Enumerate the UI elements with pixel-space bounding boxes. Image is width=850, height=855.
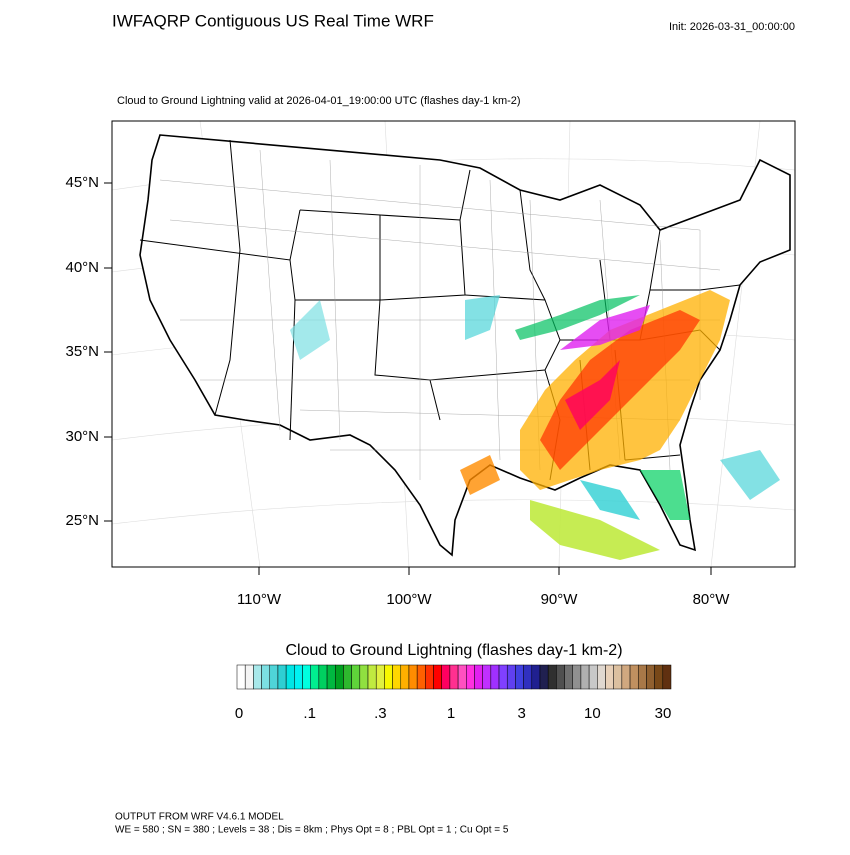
colorbar-box: [433, 664, 442, 690]
colorbar-box: [326, 664, 336, 690]
colorbar-label: .1: [303, 705, 316, 722]
colorbar-box: [564, 664, 573, 690]
colorbar-box: [654, 664, 664, 690]
colorbar-box: [556, 664, 565, 690]
colorbar-box: [277, 664, 287, 690]
colorbar-box: [539, 664, 549, 690]
colorbar-box: [359, 664, 369, 690]
colorbar-box: [523, 664, 533, 690]
colorbar-box: [588, 664, 598, 690]
lat-label: 40°N: [65, 259, 99, 276]
colorbar-box: [244, 664, 254, 690]
colorbar-box: [335, 664, 344, 690]
colorbar-box: [531, 664, 541, 690]
init-time: Init: 2026-03-31_00:00:00: [669, 21, 795, 33]
colorbar-box: [662, 664, 672, 690]
lightning-field: [290, 290, 780, 560]
colorbar-box: [343, 664, 352, 690]
title: IWFAQRP Contiguous US Real Time WRF: [112, 11, 434, 30]
colorbar-box: [506, 664, 516, 690]
colorbar-box: [621, 664, 631, 690]
colorbar-box: [253, 664, 262, 690]
colorbar-box: [498, 664, 508, 690]
colorbar-box: [236, 664, 246, 690]
lat-label: 35°N: [65, 343, 99, 360]
colorbar-box: [466, 664, 475, 690]
colorbar-box: [572, 664, 582, 690]
colorbar-box: [408, 664, 418, 690]
lon-label: 100°W: [386, 591, 432, 608]
colorbar-label: .3: [374, 705, 387, 722]
map-subtitle: Cloud to Ground Lightning valid at 2026-…: [117, 95, 521, 107]
footer-line: WE = 580 ; SN = 380 ; Levels = 38 ; Dis …: [115, 825, 509, 836]
colorbar-box: [384, 664, 393, 690]
colorbar-box: [613, 664, 623, 690]
colorbar-box: [416, 664, 426, 690]
colorbar-box: [547, 664, 557, 690]
lon-label: 110°W: [237, 591, 282, 608]
map-frame: [111, 120, 796, 568]
colorbar-title: Cloud to Ground Lightning (flashes day-1…: [285, 642, 622, 659]
colorbar-box: [580, 664, 590, 690]
colorbar-box: [310, 664, 320, 690]
lon-label: 90°W: [541, 591, 579, 608]
colorbar-box: [441, 664, 451, 690]
colorbar-box: [302, 664, 311, 690]
lat-labels: 45°N 40°N 35°N 30°N 25°N: [65, 174, 112, 529]
colorbar-box: [646, 664, 655, 690]
lat-label: 25°N: [65, 512, 99, 529]
lat-label: 30°N: [65, 428, 99, 445]
colorbar-box: [629, 664, 639, 690]
colorbar-box: [318, 664, 328, 690]
colorbar-box: [392, 664, 402, 690]
colorbar-label: 0: [235, 705, 243, 722]
colorbar-box: [261, 664, 271, 690]
colorbar-box: [482, 664, 492, 690]
colorbar-box: [449, 664, 459, 690]
colorbar-box: [400, 664, 410, 690]
colorbar-label: 10: [584, 705, 601, 722]
colorbar-box: [351, 664, 361, 690]
map: [112, 121, 795, 567]
colorbar-box: [597, 664, 606, 690]
colorbar-box: [605, 664, 614, 690]
colorbar-label: 3: [517, 705, 525, 722]
colorbar-box: [490, 664, 500, 690]
footer-line: OUTPUT FROM WRF V4.6.1 MODEL: [115, 812, 284, 823]
colorbar-box: [367, 664, 377, 690]
colorbar-box: [425, 664, 434, 690]
colorbar-box: [457, 664, 467, 690]
colorbar-box: [375, 664, 385, 690]
lon-label: 80°W: [693, 591, 731, 608]
colorbar-label: 30: [655, 705, 672, 722]
lon-labels: 110°W 100°W 90°W 80°W: [237, 567, 730, 608]
colorbar-box: [285, 664, 295, 690]
colorbar-box: [515, 664, 524, 690]
colorbar-box: [474, 664, 483, 690]
colorbar-box: [637, 664, 647, 690]
colorbar-label: 1: [447, 705, 455, 722]
lat-label: 45°N: [65, 174, 99, 191]
colorbar-box: [269, 664, 279, 690]
colorbar-box: [294, 664, 303, 690]
colorbar: 0 .1 .3 1 3 10 30: [235, 664, 672, 722]
